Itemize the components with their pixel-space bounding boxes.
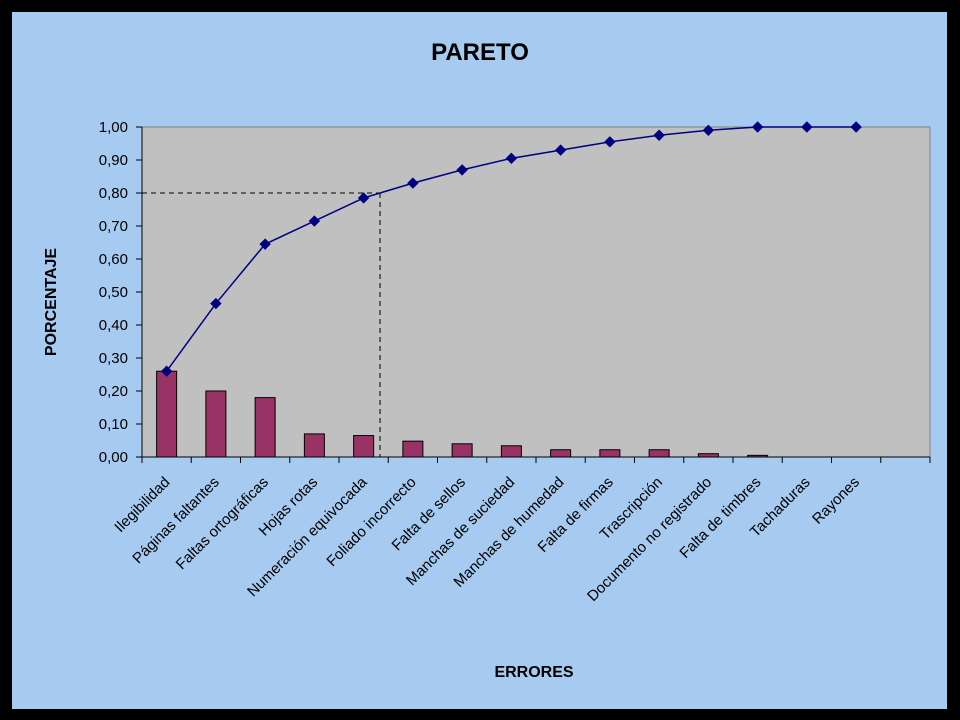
bar: [254, 397, 276, 458]
line-point: [653, 129, 665, 141]
bar: [550, 449, 572, 458]
y-tick-label: 0,30: [99, 350, 128, 367]
line-point: [801, 121, 813, 133]
y-tick-label: 0,50: [99, 284, 128, 301]
x-axis-title: ERRORES: [494, 664, 573, 681]
chart-area: PARETO 0,00 0,10 0,20 0,30 0,40 0,50 0,60 0,70 0…: [12, 12, 947, 709]
y-tick-label: 0,20: [99, 383, 128, 400]
bar: [451, 443, 473, 458]
bar: [500, 445, 522, 458]
x-tick-label: Faltas ortográficas: [173, 474, 272, 573]
line-point: [308, 215, 321, 227]
y-tick-label: 1,00: [99, 119, 128, 136]
bar: [156, 370, 178, 458]
line-point: [357, 192, 370, 204]
bar: [303, 433, 325, 458]
y-tick-label: 0,00: [99, 449, 128, 466]
cumulative-series: [160, 121, 862, 377]
line-point: [456, 164, 468, 176]
bar: [402, 440, 424, 458]
line-point: [702, 124, 715, 137]
x-tick-label: Páginas faltantes: [129, 474, 222, 567]
pareto-chart: PARETO 0,000,100,200,300,400,500,600,700…: [43, 39, 931, 681]
y-tick-label: 0,80: [99, 185, 128, 202]
line-point: [407, 177, 419, 189]
y-tick-label: 0,10: [99, 416, 128, 433]
line-point: [604, 136, 616, 148]
bar: [353, 435, 375, 458]
line-point: [505, 152, 518, 165]
y-axis-title: PORCENTAJE: [43, 248, 60, 356]
bar: [697, 453, 719, 458]
bar: [205, 390, 227, 458]
bar: [747, 454, 769, 458]
y-tick-label: 0,60: [99, 251, 128, 268]
line-point: [259, 238, 271, 250]
bar: [648, 449, 670, 458]
line-point: [210, 297, 222, 310]
y-tick-label: 0,90: [99, 152, 128, 169]
line-point: [160, 365, 173, 377]
x-tick-label: Foliado incorrecto: [323, 474, 419, 570]
reference-lines: [142, 192, 381, 457]
line-point: [751, 121, 764, 133]
chart-title: PARETO: [431, 39, 529, 66]
bar: [599, 449, 621, 458]
y-tick-label: 0,40: [99, 317, 128, 334]
line-point: [850, 121, 862, 133]
y-tick-label: 0,70: [99, 218, 128, 235]
bar-series: [156, 370, 769, 458]
line-point: [554, 144, 567, 156]
y-axis: 0,00 0,10 0,20 0,30 0,40 0,50 0,60 0,70 0,80 0,90…: [99, 119, 143, 466]
x-tick-label: Rayones: [809, 474, 863, 528]
